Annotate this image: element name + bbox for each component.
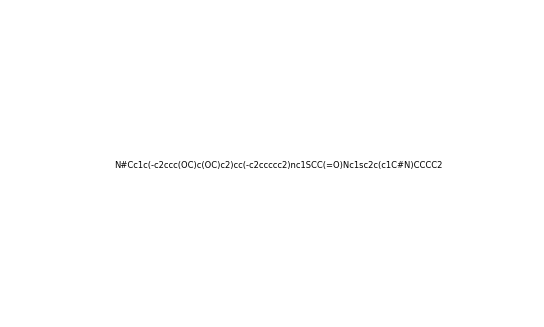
Text: N#Cc1c(-c2ccc(OC)c(OC)c2)cc(-c2ccccc2)nc1SCC(=O)Nc1sc2c(c1C#N)CCCC2: N#Cc1c(-c2ccc(OC)c(OC)c2)cc(-c2ccccc2)nc… [115,161,443,170]
